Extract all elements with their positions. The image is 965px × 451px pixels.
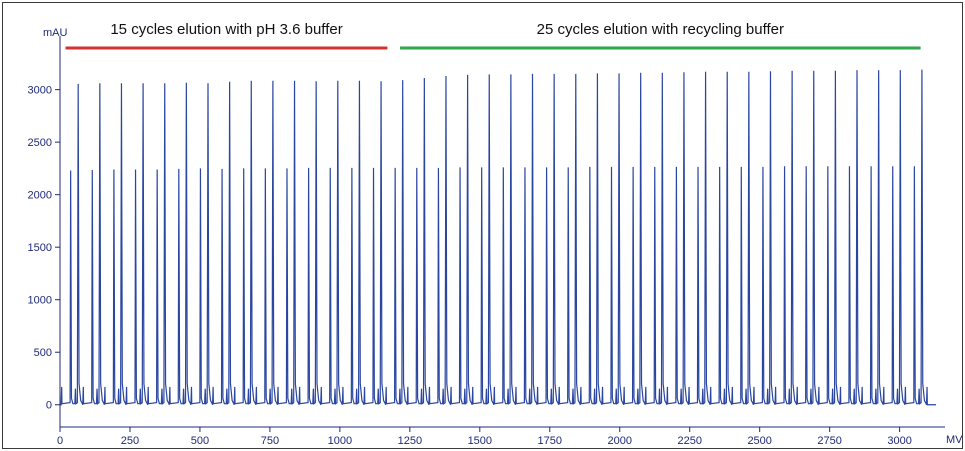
y-tick-label: 2500 — [28, 137, 52, 149]
y-tick-label: 1000 — [28, 295, 52, 307]
y-tick-label: 2000 — [28, 190, 52, 202]
x-tick-label: 0 — [57, 435, 63, 447]
y-tick-label: 0 — [46, 400, 52, 412]
x-axis-unit-label: MV — [946, 434, 963, 446]
x-tick-label: 2000 — [608, 435, 632, 447]
y-tick-group: 0 500 1000 1500 2000 2500 3000 — [28, 85, 60, 412]
y-axis-unit-label: mAU — [43, 27, 68, 39]
annotation-label: 15 cycles elution with pH 3.6 buffer — [110, 21, 342, 38]
annotation-label: 25 cycles elution with recycling buffer — [537, 21, 784, 38]
y-tick-label: 500 — [34, 347, 52, 359]
x-tick-label: 2750 — [817, 435, 841, 447]
x-tick-label: 1750 — [538, 435, 562, 447]
annotation-layer: 15 cycles elution with pH 3.6 buffer 25 c… — [65, 21, 921, 50]
x-tick-label: 2250 — [677, 435, 701, 447]
x-tick-label: 1250 — [398, 435, 422, 447]
x-tick-label: 750 — [261, 435, 279, 447]
axes: mAU MV — [43, 27, 963, 446]
x-tick-label: 1000 — [328, 435, 352, 447]
x-tick-label: 500 — [191, 435, 209, 447]
x-tick-label: 3000 — [887, 435, 911, 447]
y-tick-label: 1500 — [28, 242, 52, 254]
x-tick-group: 0 250 500 750 1000 1250 1500 1750 2000 2250 2500 27… — [57, 427, 912, 447]
x-tick-label: 2500 — [747, 435, 771, 447]
y-tick-label: 3000 — [28, 85, 52, 97]
signal-trace — [60, 69, 936, 406]
x-tick-label: 250 — [121, 435, 139, 447]
x-tick-label: 1500 — [468, 435, 492, 447]
